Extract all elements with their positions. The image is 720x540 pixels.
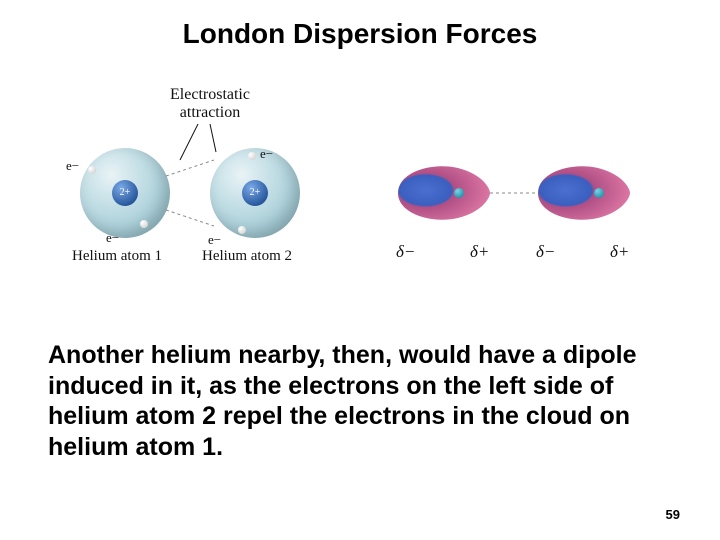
slide-title: London Dispersion Forces	[0, 18, 720, 50]
delta-plus-1: δ+	[470, 242, 489, 262]
dipole-dash	[60, 90, 660, 300]
delta-minus-1: δ−	[396, 242, 415, 262]
page-number: 59	[666, 507, 680, 522]
figure-area: Electrostatic attraction 2+ e− e− Helium…	[60, 90, 660, 300]
body-text: Another helium nearby, then, would have …	[48, 340, 672, 462]
delta-plus-2: δ+	[610, 242, 629, 262]
delta-minus-2: δ−	[536, 242, 555, 262]
